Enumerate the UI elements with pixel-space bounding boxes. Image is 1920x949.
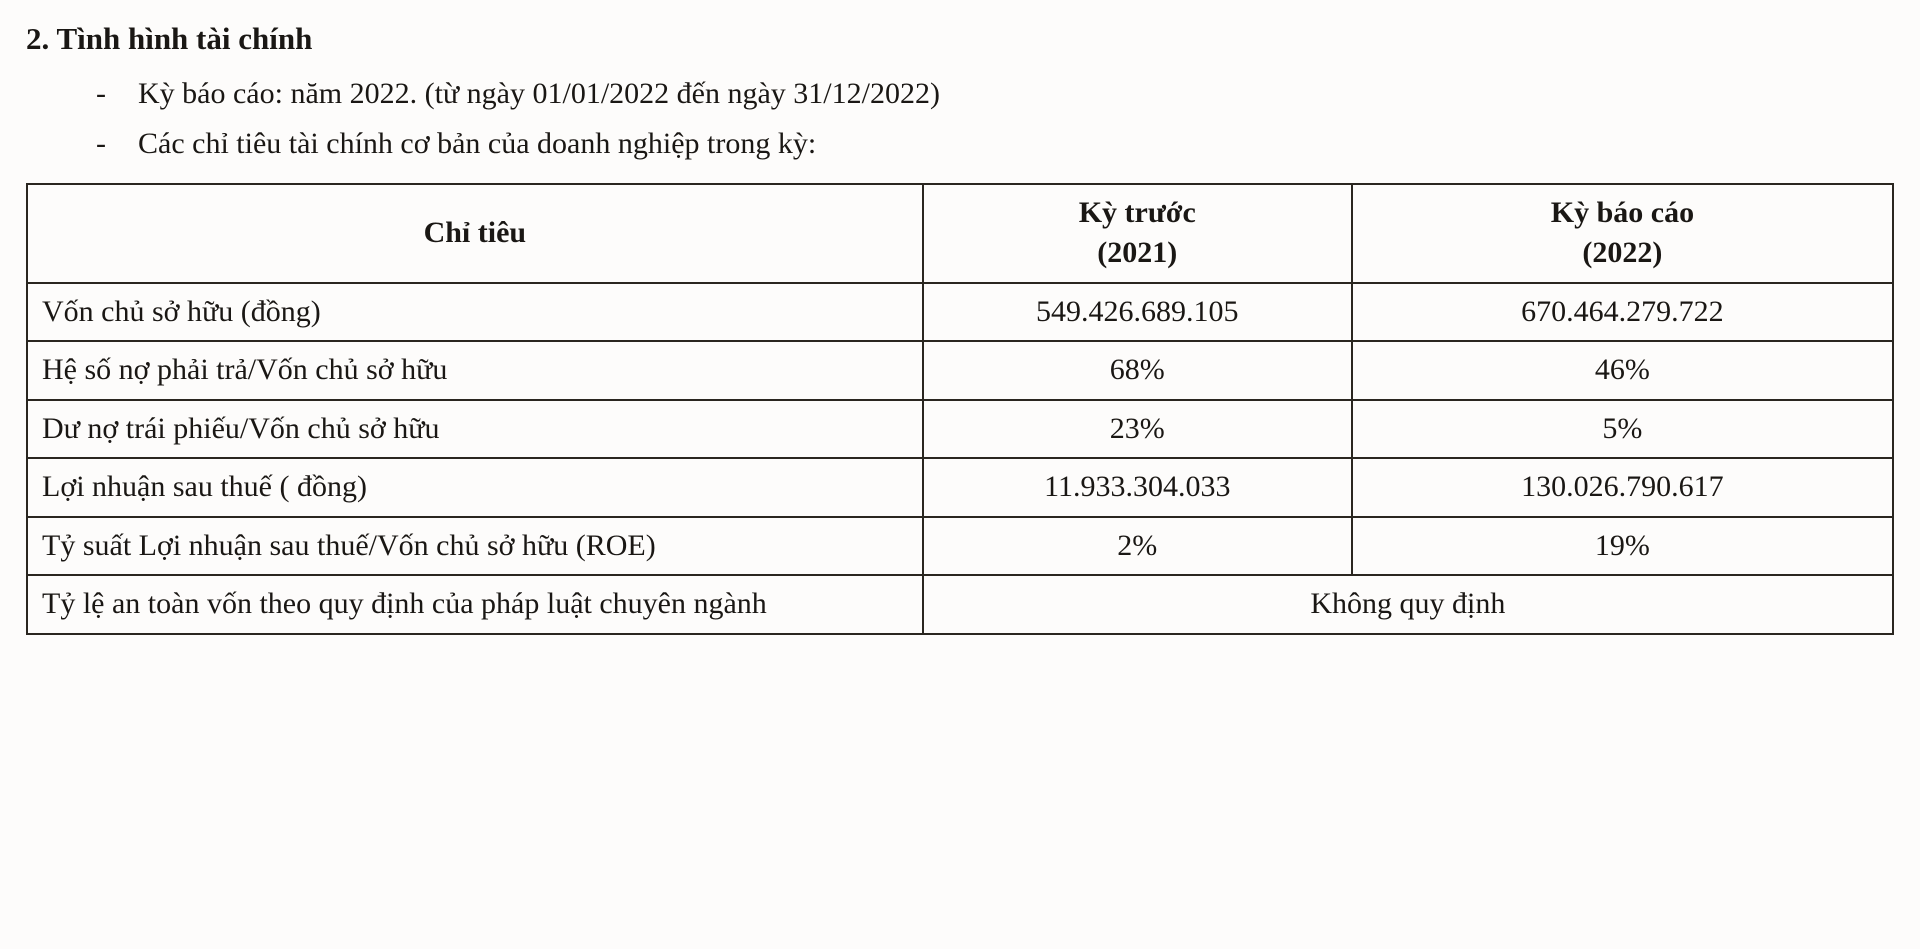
financial-indicators-table: Chỉ tiêu Kỳ trước (2021) Kỳ báo cáo (202… — [26, 183, 1894, 635]
col-header-curr-year: (2022) — [1367, 233, 1878, 274]
metric-cell: Hệ số nợ phải trả/Vốn chủ sở hữu — [27, 341, 923, 400]
metric-cell: Tỷ lệ an toàn vốn theo quy định của pháp… — [27, 575, 923, 634]
col-header-metric: Chỉ tiêu — [27, 184, 923, 283]
col-header-curr: Kỳ báo cáo (2022) — [1352, 184, 1893, 283]
curr-cell: 46% — [1352, 341, 1893, 400]
prev-cell: 2% — [923, 517, 1352, 576]
prev-cell: 549.426.689.105 — [923, 283, 1352, 342]
prev-cell: 68% — [923, 341, 1352, 400]
curr-cell: 5% — [1352, 400, 1893, 459]
metric-cell: Tỷ suất Lợi nhuận sau thuế/Vốn chủ sở hữ… — [27, 517, 923, 576]
col-header-prev-label: Kỳ trước — [938, 193, 1337, 234]
metric-cell: Vốn chủ sở hữu (đồng) — [27, 283, 923, 342]
table-row: Lợi nhuận sau thuế ( đồng) 11.933.304.03… — [27, 458, 1893, 517]
col-header-prev-year: (2021) — [938, 233, 1337, 274]
prev-cell: 23% — [923, 400, 1352, 459]
bullet-item: Các chỉ tiêu tài chính cơ bản của doanh … — [96, 124, 1894, 165]
col-header-prev: Kỳ trước (2021) — [923, 184, 1352, 283]
intro-bullet-list: Kỳ báo cáo: năm 2022. (từ ngày 01/01/202… — [26, 74, 1894, 165]
prev-cell: 11.933.304.033 — [923, 458, 1352, 517]
table-row: Vốn chủ sở hữu (đồng) 549.426.689.105 67… — [27, 283, 1893, 342]
curr-cell: 130.026.790.617 — [1352, 458, 1893, 517]
table-row: Hệ số nợ phải trả/Vốn chủ sở hữu 68% 46% — [27, 341, 1893, 400]
merged-value-cell: Không quy định — [923, 575, 1893, 634]
section-heading: 2. Tình hình tài chính — [26, 18, 1894, 60]
curr-cell: 19% — [1352, 517, 1893, 576]
bullet-item: Kỳ báo cáo: năm 2022. (từ ngày 01/01/202… — [96, 74, 1894, 115]
table-header-row: Chỉ tiêu Kỳ trước (2021) Kỳ báo cáo (202… — [27, 184, 1893, 283]
table-row-merged: Tỷ lệ an toàn vốn theo quy định của pháp… — [27, 575, 1893, 634]
col-header-curr-label: Kỳ báo cáo — [1367, 193, 1878, 234]
curr-cell: 670.464.279.722 — [1352, 283, 1893, 342]
table-row: Dư nợ trái phiếu/Vốn chủ sở hữu 23% 5% — [27, 400, 1893, 459]
metric-cell: Lợi nhuận sau thuế ( đồng) — [27, 458, 923, 517]
table-row: Tỷ suất Lợi nhuận sau thuế/Vốn chủ sở hữ… — [27, 517, 1893, 576]
metric-cell: Dư nợ trái phiếu/Vốn chủ sở hữu — [27, 400, 923, 459]
